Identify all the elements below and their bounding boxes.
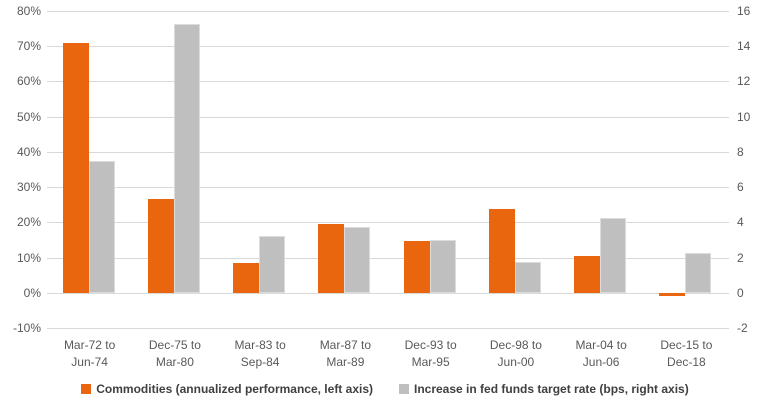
x-axis-category-label-line: Dec-75 to [148, 338, 201, 352]
x-axis-category-label: Dec-15 to Dec-18 [644, 337, 729, 371]
x-axis-category-label-line: Mar-83 to [234, 338, 286, 352]
x-axis-category-label-line: Dec-18 [667, 355, 706, 369]
x-axis-category-label-line: Mar-72 to [63, 338, 116, 352]
gridline [47, 292, 729, 294]
x-axis-category-label-line: Mar-89 [326, 355, 365, 369]
x-axis-category-label-line: Jun-74 [71, 355, 108, 369]
gridline [47, 116, 729, 118]
bar-group [388, 11, 473, 328]
y-axis-left-tick: 50% [16, 109, 41, 124]
x-axis-category-label-line: Jun-00 [497, 355, 535, 369]
bar-group [303, 11, 388, 328]
x-axis-category-label-line: Mar-95 [411, 355, 450, 369]
legend: Commodities (annualized performance, lef… [0, 382, 770, 396]
legend-item-fed-funds: Increase in fed funds target rate (bps, … [399, 382, 689, 396]
bar-fed-funds [88, 160, 115, 293]
bar-fed-funds [685, 253, 712, 293]
gridline [47, 257, 729, 259]
x-axis-category-label: Dec-75 to Mar-80 [132, 337, 217, 371]
bar-commodities [147, 199, 174, 293]
x-axis-category-label-line: Mar-80 [155, 355, 194, 369]
y-axis-right: 16 14 12 10 8 6 4 2 0 -2 [737, 4, 770, 335]
bar-commodities [318, 223, 345, 293]
gridline [47, 81, 729, 83]
gridline [47, 222, 729, 224]
y-axis-right-tick: 12 [737, 74, 751, 89]
bar-fed-funds [344, 226, 371, 293]
bar-commodities [233, 263, 260, 293]
x-axis-category-label: Mar-87 to Mar-89 [303, 337, 388, 371]
bar-group [644, 11, 729, 328]
x-axis-category-label-line: Mar-04 to [575, 338, 627, 352]
y-axis-right-tick: 4 [737, 215, 744, 230]
x-axis-category-label: Mar-72 to Jun-74 [47, 337, 132, 371]
bar-fed-funds [429, 239, 456, 293]
x-axis-category-label-line: Mar-87 to [319, 338, 372, 352]
x-axis-category-label: Mar-04 to Jun-06 [559, 337, 644, 371]
gridline [47, 11, 729, 12]
bar-group [132, 11, 217, 328]
x-axis-category-label-line: Sep-84 [240, 355, 280, 369]
x-axis-category-label-line: Dec-15 to [660, 338, 713, 352]
gridline [47, 187, 729, 189]
y-axis-left: 80% 70% 60% 50% 40% 30% 20% 10% 0% -10% [0, 4, 41, 335]
x-axis-category-label-line: Dec-98 to [489, 338, 542, 352]
y-axis-right-tick: 2 [737, 250, 744, 265]
x-axis-category-label-line: Dec-93 to [404, 338, 457, 352]
legend-label: Increase in fed funds target rate (bps, … [414, 382, 689, 396]
y-axis-right-tick: 14 [737, 39, 751, 54]
bar-group [559, 11, 644, 328]
bar-commodities [62, 42, 89, 293]
bar-commodities [574, 255, 601, 293]
legend-label: Commodities (annualized performance, lef… [96, 382, 373, 396]
y-axis-left-tick: 80% [16, 4, 41, 18]
bar-commodities [488, 208, 515, 293]
y-axis-right-tick: 0 [737, 285, 744, 300]
y-axis-left-tick: 20% [16, 215, 41, 230]
bar-group [47, 11, 132, 328]
y-axis-right-tick: 6 [737, 180, 744, 195]
bar-commodities [403, 240, 430, 293]
plot-area [47, 11, 729, 329]
x-axis-category-label: Dec-98 to Jun-00 [473, 337, 558, 371]
y-axis-right-tick: -2 [737, 321, 748, 335]
y-axis-right-tick: 8 [737, 144, 744, 159]
x-axis-category-label: Dec-93 to Mar-95 [388, 337, 473, 371]
legend-swatch-icon [81, 384, 92, 394]
gridline [47, 328, 729, 329]
bar-group [473, 11, 558, 328]
legend-item-commodities: Commodities (annualized performance, lef… [81, 382, 373, 396]
gridline [47, 46, 729, 48]
bar-fed-funds [173, 24, 200, 293]
bar-commodities [659, 292, 686, 297]
y-axis-right-tick: 16 [737, 4, 751, 18]
legend-swatch-icon [399, 384, 409, 394]
gridline [47, 151, 729, 153]
y-axis-left-tick: 10% [16, 250, 41, 265]
x-axis-category-label-line: Jun-06 [582, 355, 620, 369]
y-axis-left-tick: 30% [16, 180, 41, 195]
y-axis-left-tick: 60% [16, 74, 41, 89]
bar-fed-funds [514, 261, 541, 293]
bar-group [218, 11, 303, 328]
bar-fed-funds [600, 217, 627, 293]
y-axis-right-tick: 10 [737, 109, 751, 124]
y-axis-left-tick: -10% [12, 321, 41, 335]
x-axis-category-label: Mar-83 to Sep-84 [218, 337, 303, 371]
y-axis-left-tick: 0% [23, 285, 41, 300]
y-axis-left-tick: 40% [16, 144, 41, 159]
bar-fed-funds [259, 235, 286, 293]
x-axis: Mar-72 to Jun-74 Dec-75 to Mar-80 Mar-83 to S… [47, 337, 729, 371]
y-axis-left-tick: 70% [16, 39, 41, 54]
